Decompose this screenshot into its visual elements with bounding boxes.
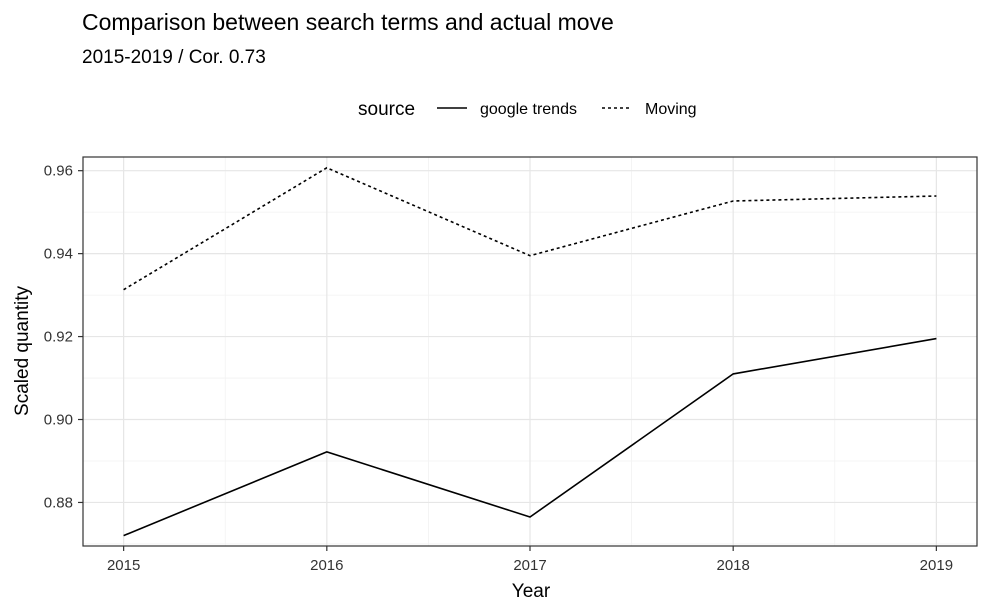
- series-line-moving: [123, 166, 937, 291]
- series-layer: [123, 166, 937, 537]
- legend-title: source: [358, 99, 415, 120]
- x-tick-label: 2019: [920, 557, 953, 574]
- legend: source google trends Moving: [358, 99, 697, 120]
- series-line-google-trends: [123, 337, 937, 537]
- legend-label-moving: Moving: [645, 101, 697, 118]
- y-axis-title: Scaled quantity: [12, 286, 33, 416]
- x-tick-label: 2017: [513, 557, 546, 574]
- chart-subtitle: 2015-2019 / Cor. 0.73: [82, 47, 266, 68]
- x-tick-label: 2016: [310, 557, 343, 574]
- y-tick-label: 0.90: [44, 412, 73, 429]
- x-axis-title: Year: [512, 581, 551, 602]
- y-tick-label: 0.88: [44, 494, 73, 511]
- x-tick-label: 2018: [716, 557, 749, 574]
- chart-title: Comparison between search terms and actu…: [82, 9, 614, 35]
- axes: 2015 2016 2017 2018 2019 0.88 0.90 0.92 0.94 0.96: [44, 163, 953, 574]
- x-tick-label: 2015: [107, 557, 140, 574]
- y-tick-label: 0.94: [44, 246, 73, 263]
- y-tick-label: 0.92: [44, 329, 73, 346]
- legend-label-google-trends: google trends: [480, 101, 577, 118]
- y-tick-label: 0.96: [44, 163, 73, 180]
- grid: [83, 157, 977, 546]
